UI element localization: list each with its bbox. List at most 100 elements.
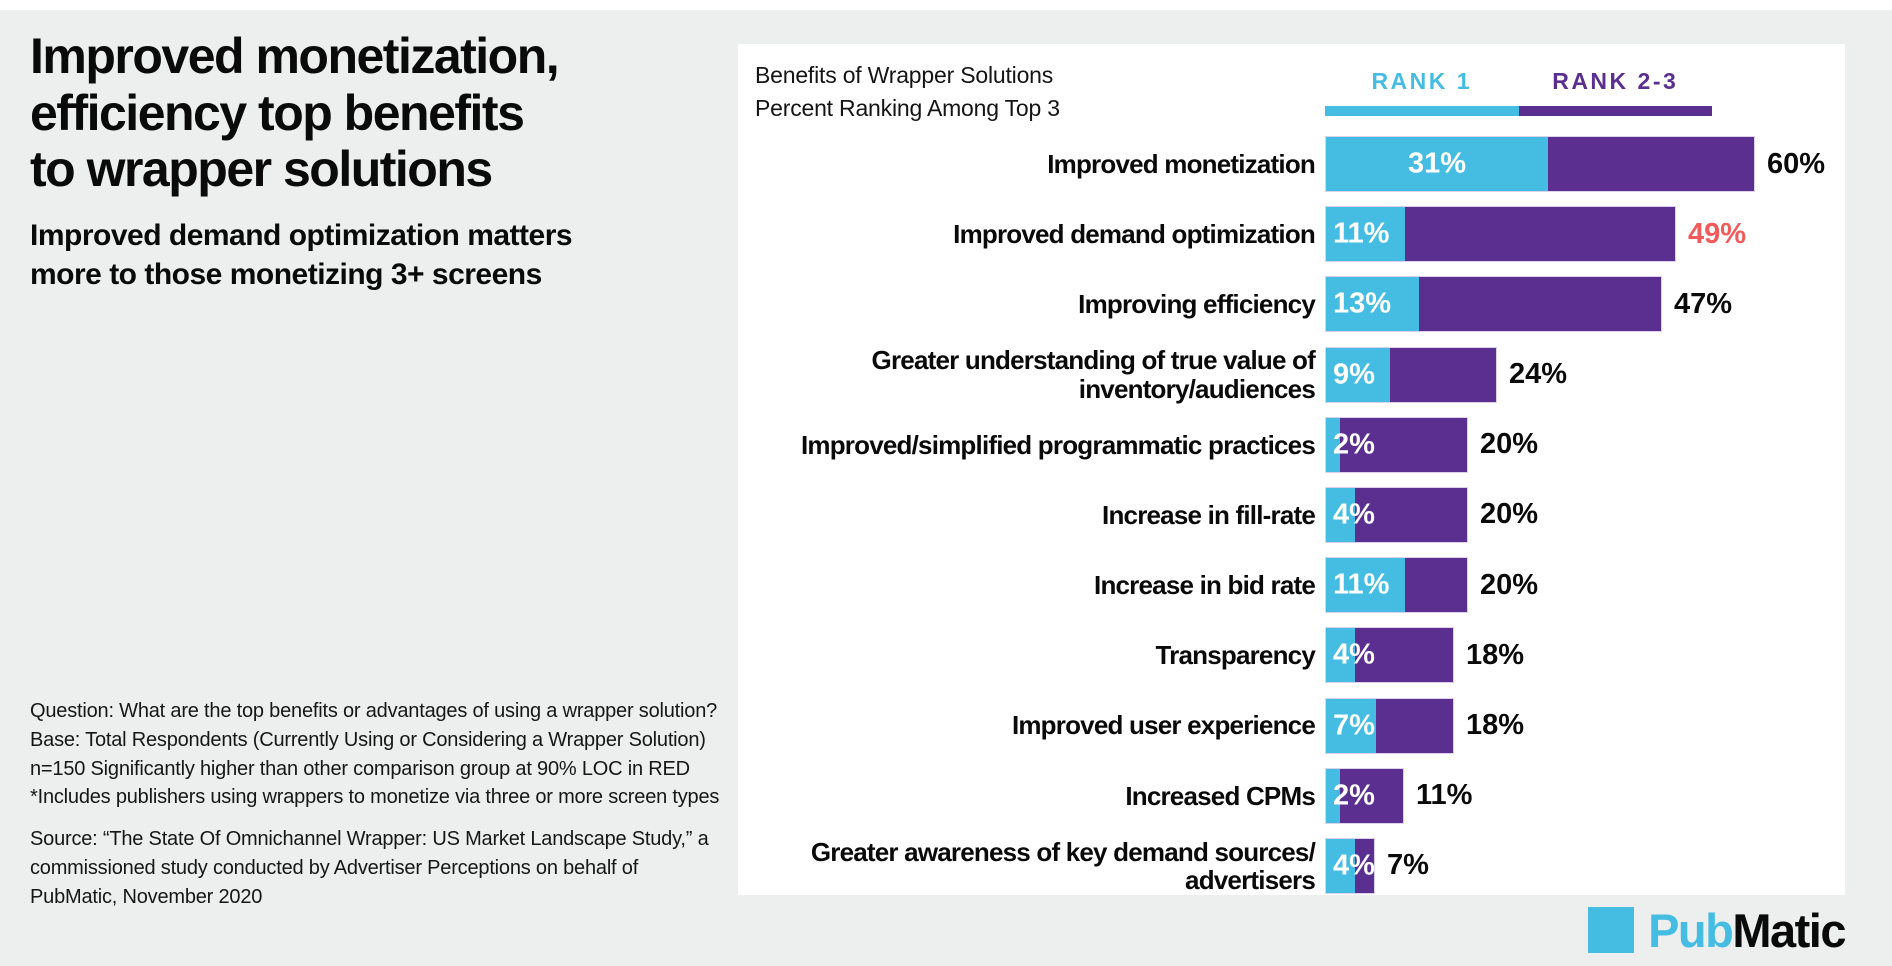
pubmatic-logo: PubMatic (1588, 903, 1846, 957)
rank1-segment (1326, 487, 1355, 542)
legend-color-bar (1325, 106, 1712, 116)
total-value-label: 24% (1509, 358, 1568, 391)
pubmatic-logo-matic: Matic (1732, 903, 1846, 957)
bar-row: Improved user experience 7% 18% (738, 697, 1830, 754)
bar-area: 4% 20% (1325, 486, 1539, 543)
footnotes: Question: What are the top benefits or a… (30, 697, 722, 912)
bar-row: Increase in bid rate 11% 20% (738, 557, 1830, 614)
rank1-value-label: 11% (1333, 217, 1390, 250)
bar-area: 2% 20% (1325, 416, 1539, 473)
bar-area: 9% 24% (1325, 346, 1568, 403)
legend-swatch-rank1 (1325, 106, 1519, 116)
rank1-segment (1326, 698, 1376, 753)
bar-category-label: Increased CPMs (1125, 780, 1315, 811)
legend-swatch-rank23 (1518, 106, 1712, 116)
total-value-label: 18% (1466, 638, 1525, 671)
stacked-bar: 4% (1325, 486, 1468, 543)
stacked-bar: 4% (1325, 627, 1454, 684)
total-value-label: 47% (1674, 287, 1733, 320)
total-value-label: 20% (1480, 428, 1539, 461)
bar-category-label: Improved/simplified programmatic practic… (800, 429, 1316, 460)
page-title-line-2: efficiency top benefits (30, 84, 525, 141)
bar-row: Increase in fill-rate 4% 20% (738, 486, 1830, 543)
bar-rows-container: Improved monetization 31% 60% Improved dema… (738, 136, 1830, 894)
rank1-segment (1326, 347, 1390, 402)
bar-row: Improving efficiency 13% 47% (738, 276, 1830, 333)
page-subtitle-line-1: Improved demand optimization matters (30, 218, 573, 252)
chart-subtitle: Percent Ranking Among Top 3 (755, 94, 1060, 121)
bar-row: Improved demand optimization 11% 49% (738, 206, 1830, 263)
rank1-value-label: 13% (1333, 287, 1392, 320)
pubmatic-logo-pub: Pub (1648, 903, 1734, 957)
bar-area: 2% 11% (1325, 767, 1473, 824)
bar-area: 4% 7% (1325, 837, 1429, 894)
rank1-segment (1326, 277, 1419, 332)
bar-area: 11% 49% (1325, 206, 1747, 263)
bar-area: 13% 47% (1325, 276, 1733, 333)
chart-header: Benefits of Wrapper Solutions Percent Ra… (755, 59, 1060, 124)
total-value-label: 20% (1480, 498, 1539, 531)
rank1-segment (1326, 207, 1405, 262)
bar-category-label: Improved monetization (1047, 148, 1316, 179)
rank1-segment (1326, 768, 1340, 823)
chart-title: Benefits of Wrapper Solutions (755, 62, 1054, 88)
bar-category-label: Greater awareness of key demand sources/… (810, 836, 1316, 895)
rank1-value-label: 4% (1333, 638, 1375, 671)
bar-row: Improved/simplified programmatic practic… (738, 416, 1830, 473)
bar-category-label: Increase in bid rate (1094, 570, 1316, 601)
bar-row: Greater awareness of key demand sources/… (738, 838, 1830, 894)
page-subtitle: Improved demand optimization matters mor… (30, 216, 720, 296)
total-value-label: 11% (1416, 779, 1473, 812)
total-value-label: 7% (1387, 849, 1429, 882)
legend-label-rank1: RANK 1 (1371, 68, 1473, 94)
rank1-value-label: 2% (1333, 428, 1375, 461)
bar-row: Increased CPMs 2% 11% (738, 767, 1830, 824)
bar-row: Transparency 4% 18% (738, 627, 1830, 684)
bar-row: Greater understanding of true value of i… (738, 345, 1830, 404)
total-value-label: 20% (1480, 568, 1539, 601)
page-title-line-3: to wrapper solutions (30, 141, 493, 197)
rank1-segment (1326, 838, 1355, 893)
bar-area: 31% 60% (1325, 136, 1825, 192)
rank1-value-label: 4% (1333, 498, 1375, 531)
stacked-bar: 11% (1325, 206, 1676, 263)
page-title-line-1: Improved monetization, (30, 28, 560, 84)
page-subtitle-line-2: more to those monetizing 3+ screens (30, 258, 542, 292)
stacked-bar: 2% (1325, 767, 1404, 824)
stacked-bar: 4% (1325, 837, 1375, 894)
footnote-question: Question: What are the top benefits or a… (30, 700, 720, 809)
rank1-value-label: 7% (1333, 709, 1375, 741)
stacked-bar: 13% (1325, 276, 1662, 333)
bar-category-label: Greater understanding of true value of i… (871, 345, 1316, 404)
rank1-value-label: 31% (1407, 147, 1467, 180)
bar-category-label: Improved demand optimization (953, 219, 1316, 250)
left-text-column: Improved monetization, efficiency top be… (30, 28, 720, 295)
pubmatic-logo-square-icon (1588, 907, 1635, 953)
stacked-bar: 2% (1325, 416, 1468, 473)
stacked-bar: 9% (1325, 346, 1497, 403)
total-value-label: 60% (1767, 147, 1826, 180)
rank1-value-label: 9% (1333, 358, 1375, 391)
stacked-bar: 31% (1325, 136, 1755, 192)
bar-area: 7% 18% (1325, 697, 1525, 754)
total-value-label: 49% (1688, 217, 1747, 250)
bar-area: 4% 18% (1325, 627, 1525, 684)
rank1-value-label: 11% (1333, 568, 1390, 601)
bar-category-label: Improving efficiency (1078, 289, 1316, 320)
footnote-source: Source: “The State Of Omnichannel Wrappe… (30, 828, 709, 908)
rank1-value-label: 4% (1333, 849, 1375, 882)
page-title: Improved monetization, efficiency top be… (30, 28, 720, 198)
bar-category-label: Transparency (1155, 640, 1316, 671)
chart-legend: RANK 1 RANK 2-3 (1325, 68, 1712, 116)
rank1-segment (1326, 558, 1405, 613)
bar-row: Improved monetization 31% 60% (738, 136, 1830, 192)
top-white-strip (0, 0, 1892, 10)
stacked-bar: 7% (1325, 697, 1454, 754)
stacked-bar: 11% (1325, 557, 1468, 614)
rank1-value-label: 2% (1333, 779, 1375, 812)
chart-panel: Benefits of Wrapper Solutions Percent Ra… (738, 44, 1845, 895)
bar-category-label: Increase in fill-rate (1102, 499, 1316, 530)
total-value-label: 18% (1466, 709, 1525, 741)
rank1-segment (1326, 417, 1340, 472)
rank1-segment (1326, 137, 1548, 191)
